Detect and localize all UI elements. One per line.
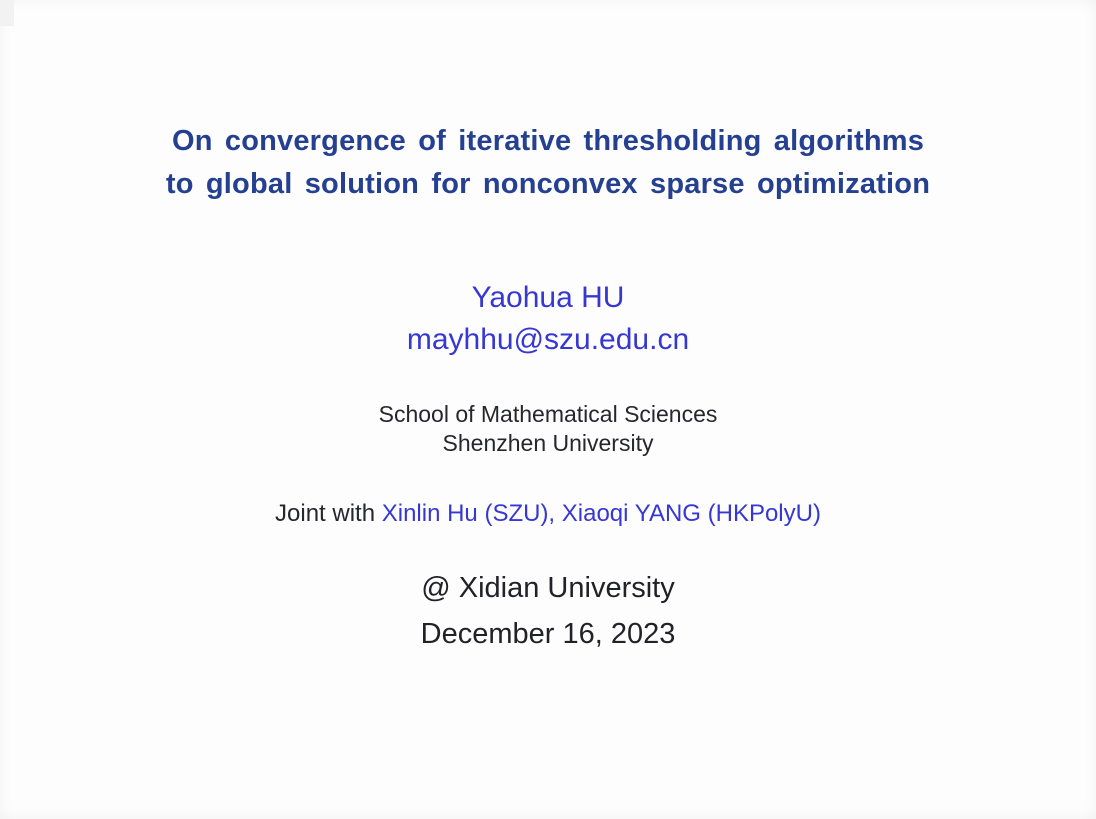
collaborators: Xinlin Hu (SZU), Xiaoqi YANG (HKPolyU) <box>381 500 821 527</box>
slide-title: On convergence of iterative thresholding… <box>0 120 1096 206</box>
joint-with-line: Joint with Xinlin Hu (SZU), Xiaoqi YANG … <box>0 498 1096 530</box>
slide-title-line2: to global solution for nonconvex sparse … <box>165 168 931 200</box>
slide-title-line1: On convergence of iterative thresholding… <box>171 125 925 157</box>
venue-date-block: @ Xidian University December 16, 2023 <box>0 565 1096 657</box>
affiliation: School of Mathematical Sciences Shenzhen… <box>0 400 1096 458</box>
joint-with-prefix: Joint with <box>275 500 382 527</box>
author-name: Yaohua HU <box>471 281 625 314</box>
affiliation-school: School of Mathematical Sciences <box>378 401 718 427</box>
venue-line: @ Xidian University <box>421 572 675 604</box>
date-line: December 16, 2023 <box>420 618 676 650</box>
affiliation-university: Shenzhen University <box>442 430 654 456</box>
author-email: mayhhu@szu.edu.cn <box>406 323 690 356</box>
